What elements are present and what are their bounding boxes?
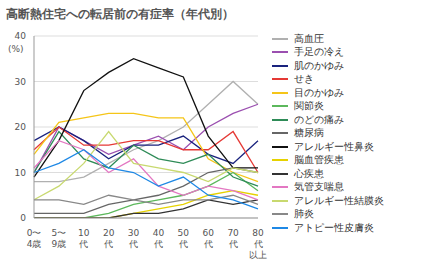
html-text:高血圧: 高血圧 <box>294 32 324 44</box>
svg-text:20: 20 <box>103 228 115 238</box>
html-text:のどの痛み: のどの痛み <box>294 113 344 125</box>
svg-text:60: 60 <box>202 228 214 238</box>
svg-text:代: 代 <box>128 239 138 249</box>
html-text:気管支喘息: 気管支喘息 <box>294 181 344 193</box>
svg-text:20: 20 <box>15 122 27 132</box>
svg-text:代: 代 <box>153 239 163 249</box>
html-text:肺炎: 肺炎 <box>294 208 314 220</box>
html-text:せき: せき <box>294 73 314 85</box>
svg-text:代: 代 <box>78 239 88 249</box>
html-text:目のかゆみ: 目のかゆみ <box>294 86 344 98</box>
svg-text:80: 80 <box>252 228 264 238</box>
svg-text:40: 40 <box>15 31 27 41</box>
html-text:アレルギー性鼻炎: アレルギー性鼻炎 <box>294 140 374 152</box>
html-text:心疾患: 心疾患 <box>294 167 324 179</box>
svg-text:代: 代 <box>253 239 263 249</box>
svg-text:50: 50 <box>178 228 190 238</box>
svg-text:70: 70 <box>227 228 239 238</box>
svg-text:4歳: 4歳 <box>27 239 42 249</box>
html-text:肌のかゆみ: 肌のかゆみ <box>294 59 344 71</box>
svg-text:40: 40 <box>153 228 165 238</box>
svg-text:5〜: 5〜 <box>52 228 67 238</box>
svg-text:代: 代 <box>203 239 213 249</box>
svg-text:代: 代 <box>178 239 188 249</box>
svg-text:0〜: 0〜 <box>27 228 42 238</box>
svg-text:30: 30 <box>15 77 27 87</box>
svg-text:以上: 以上 <box>249 250 267 260</box>
html-text:アレルギー性結膜炎: アレルギー性結膜炎 <box>294 194 384 206</box>
html-text:関節炎: 関節炎 <box>294 100 324 112</box>
svg-text:代: 代 <box>103 239 113 249</box>
svg-text:9歳: 9歳 <box>52 239 67 249</box>
html-text:手足の冷え: 手足の冷え <box>294 46 344 58</box>
svg-text:10: 10 <box>15 168 27 178</box>
svg-text:0: 0 <box>20 213 26 223</box>
svg-text:代: 代 <box>228 239 238 249</box>
html-text:アトピー性皮膚炎: アトピー性皮膚炎 <box>294 221 374 233</box>
html-text:脳血管疾患: 脳血管疾患 <box>294 154 344 166</box>
svg-text:30: 30 <box>128 228 140 238</box>
html-text:高断熱住宅への転居前の有症率（年代別）: 高断熱住宅への転居前の有症率（年代別） <box>6 7 234 21</box>
html-text:糖尿病: 糖尿病 <box>294 127 324 139</box>
svg-text:10: 10 <box>78 228 90 238</box>
